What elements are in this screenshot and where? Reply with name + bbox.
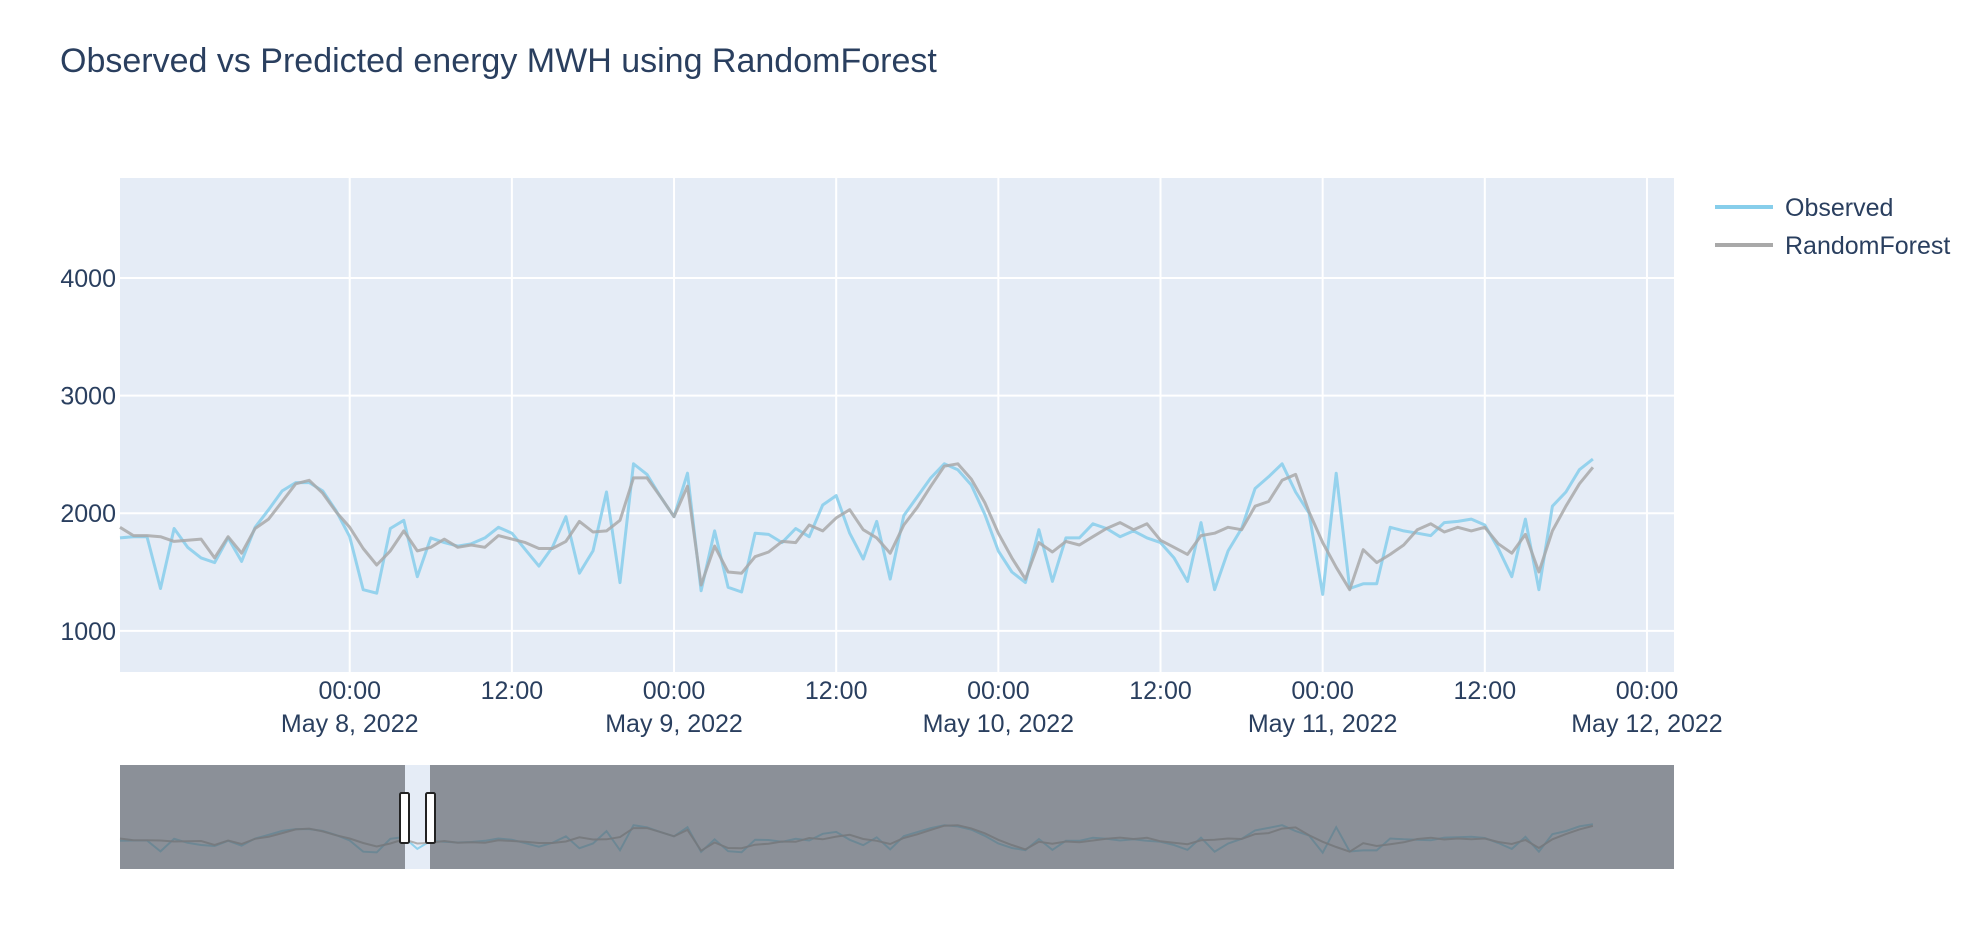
x-tick-date-label: May 11, 2022 bbox=[1248, 710, 1398, 738]
y-tick-label: 3000 bbox=[60, 383, 116, 411]
y-tick-label: 1000 bbox=[60, 618, 116, 646]
range-slider[interactable] bbox=[119, 765, 1674, 869]
series-layer bbox=[119, 457, 1595, 596]
y-axis: 1000 2000 3000 4000 bbox=[60, 265, 116, 646]
plot-area[interactable] bbox=[120, 178, 1674, 672]
x-tick-label: 12:00 bbox=[481, 677, 544, 705]
range-slider-mask-right[interactable] bbox=[430, 765, 1674, 869]
x-tick-label: 12:00 bbox=[1129, 677, 1192, 705]
x-tick-label: 00:00 bbox=[967, 677, 1030, 705]
y-grid bbox=[120, 276, 1674, 632]
legend[interactable]: Observed RandomForest bbox=[1715, 194, 1950, 260]
y-tick-label: 2000 bbox=[60, 500, 116, 528]
range-slider-handle-right[interactable] bbox=[425, 792, 436, 844]
legend-item-observed[interactable]: Observed bbox=[1715, 194, 1893, 222]
x-tick-label: 00:00 bbox=[643, 677, 706, 705]
x-tick-label: 12:00 bbox=[805, 677, 868, 705]
series-line-randomforest[interactable] bbox=[119, 462, 1595, 592]
x-axis: 00:00 May 8, 2022 12:00 00:00 May 9, 2022 12:… bbox=[281, 677, 1723, 738]
x-tick-label: 00:00 bbox=[1291, 677, 1354, 705]
legend-label: RandomForest bbox=[1785, 232, 1950, 260]
x-tick-date-label: May 10, 2022 bbox=[923, 710, 1075, 738]
legend-label: Observed bbox=[1785, 194, 1893, 222]
y-tick-label: 4000 bbox=[60, 265, 116, 293]
x-tick-date-label: May 9, 2022 bbox=[605, 710, 743, 738]
x-tick-label: 00:00 bbox=[318, 677, 381, 705]
range-slider-mask-left[interactable] bbox=[120, 765, 405, 869]
range-slider-handle-left[interactable] bbox=[399, 792, 410, 844]
x-tick-date-label: May 12, 2022 bbox=[1571, 710, 1723, 738]
chart-title: Observed vs Predicted energy MWH using R… bbox=[60, 42, 937, 80]
x-tick-label: 12:00 bbox=[1454, 677, 1517, 705]
legend-item-randomforest[interactable]: RandomForest bbox=[1715, 232, 1950, 260]
series-line-observed[interactable] bbox=[119, 457, 1594, 596]
x-tick-label: 00:00 bbox=[1616, 677, 1679, 705]
x-tick-date-label: May 8, 2022 bbox=[281, 710, 419, 738]
